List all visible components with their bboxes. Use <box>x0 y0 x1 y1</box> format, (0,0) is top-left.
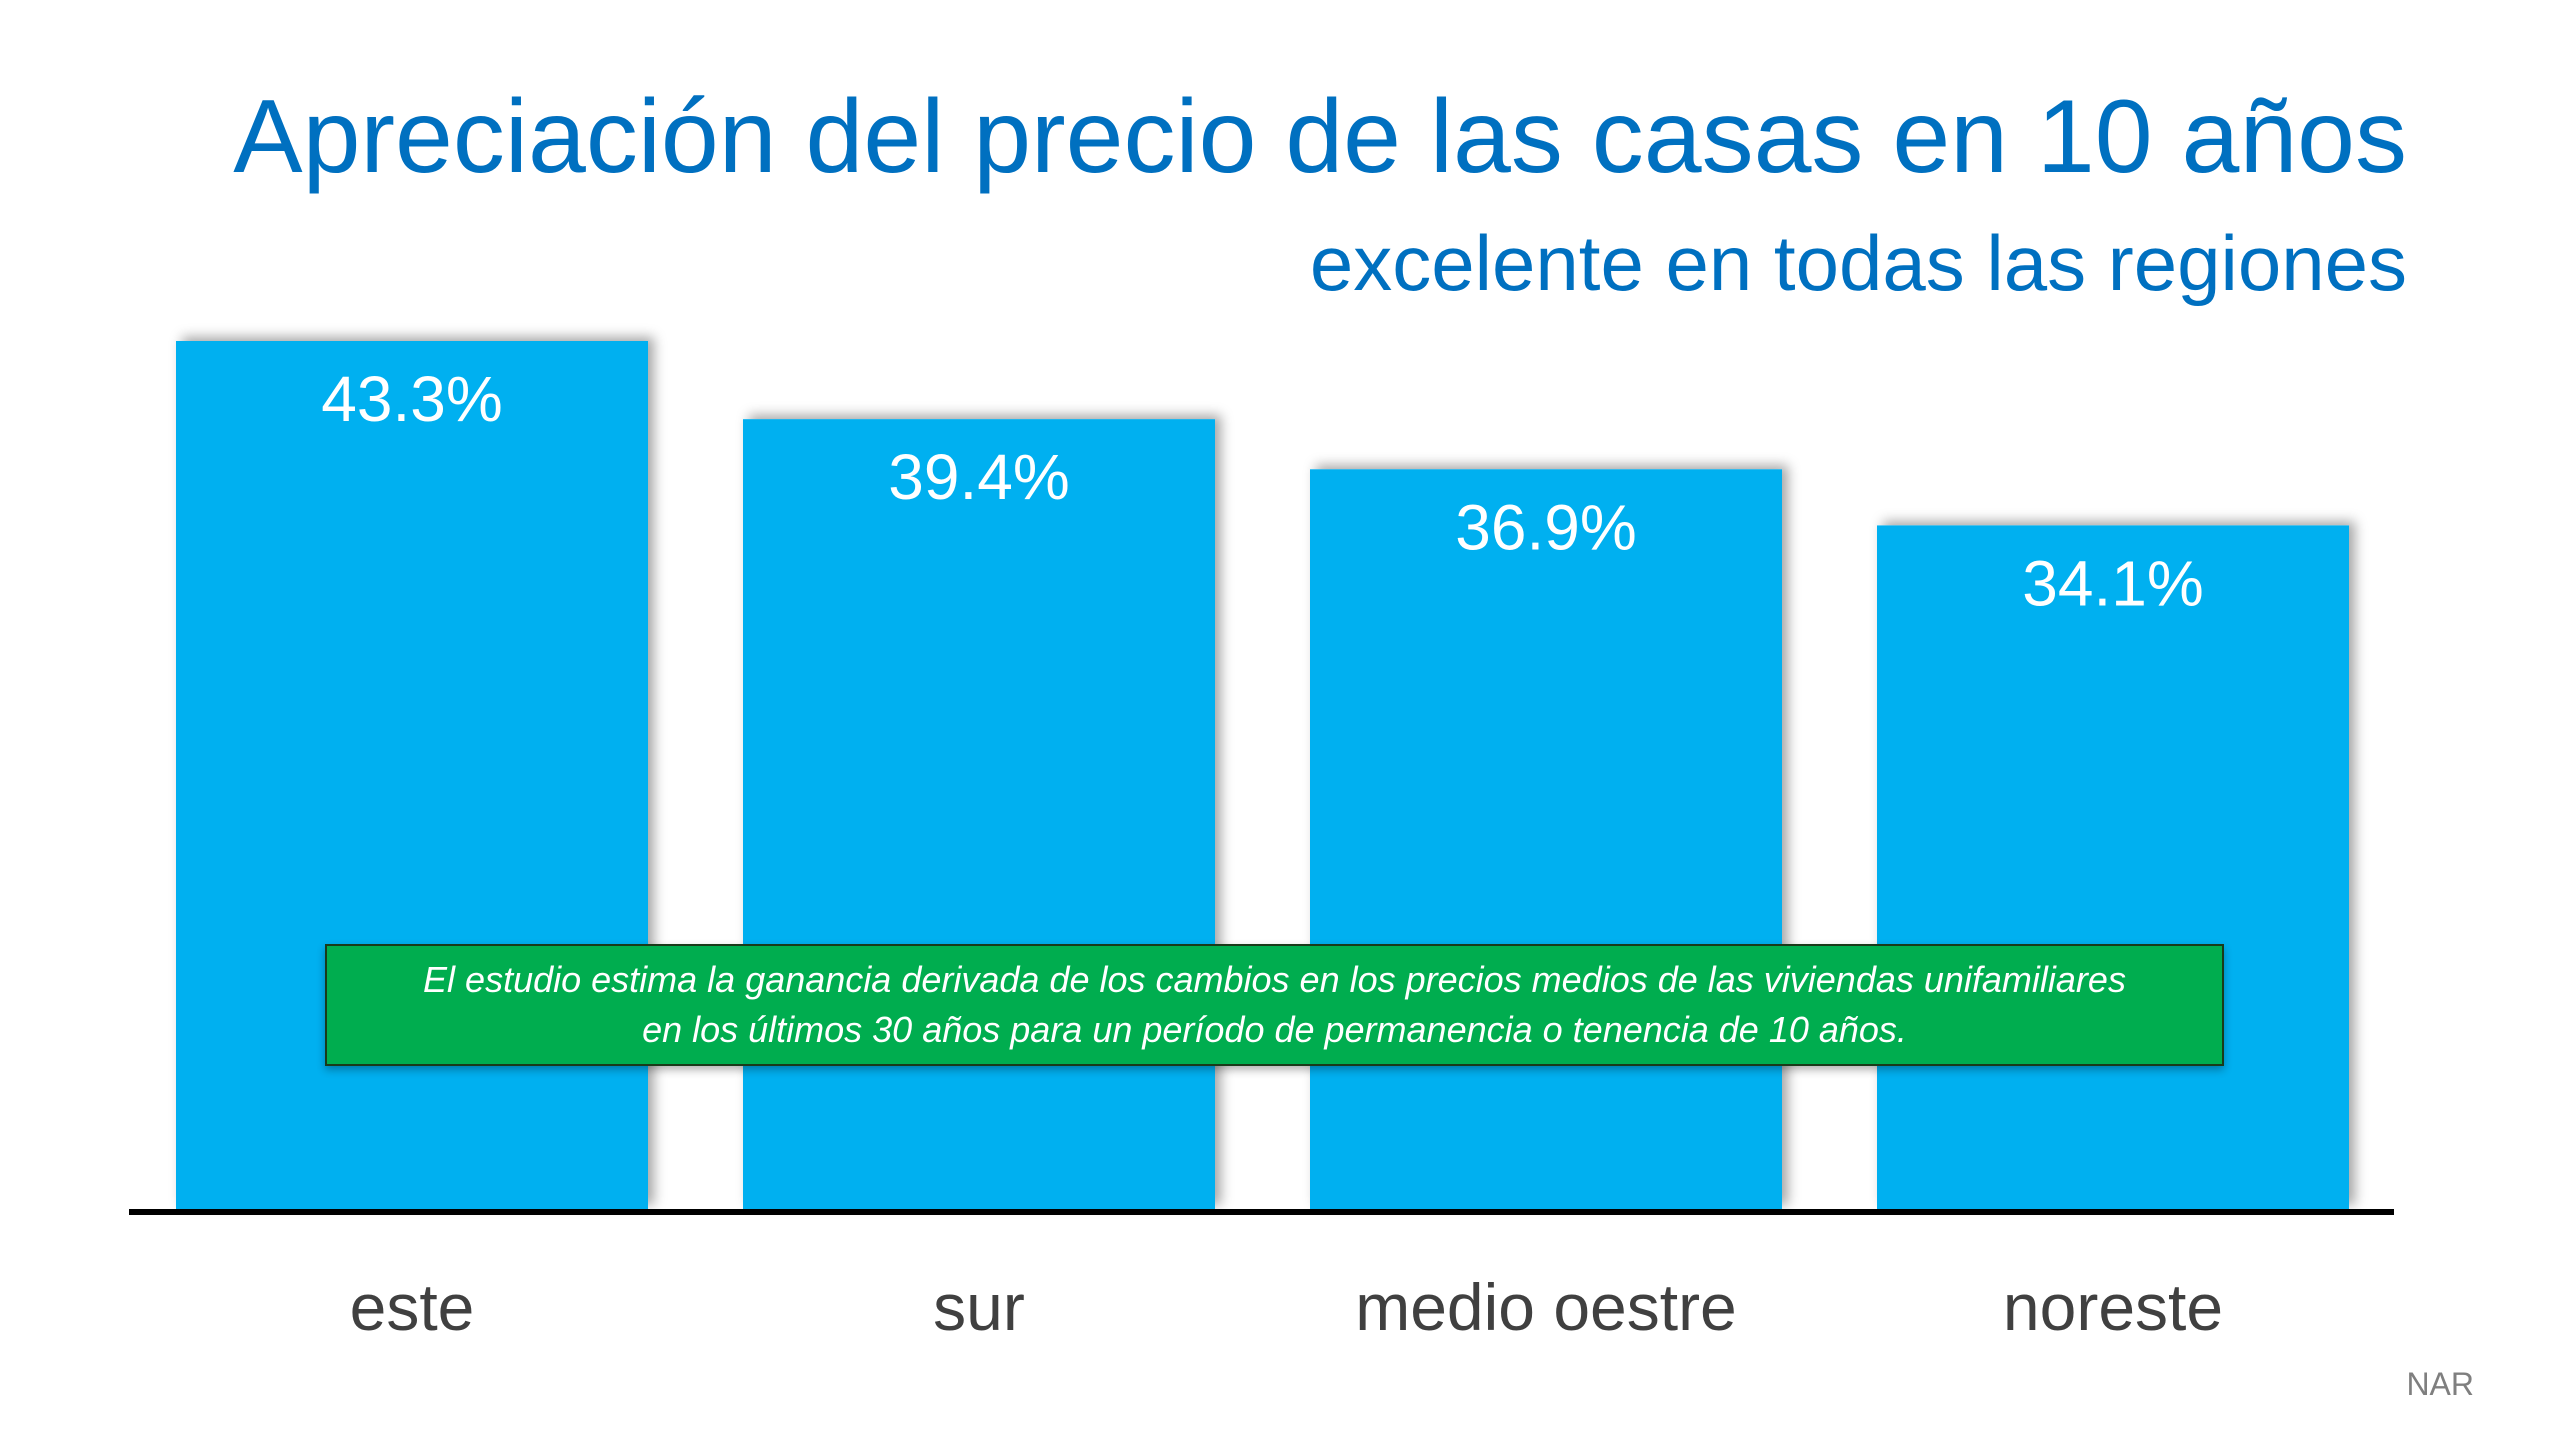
annotation-line-1: El estudio estima la ganancia derivada d… <box>423 959 2126 1000</box>
source-label: NAR <box>2406 1366 2474 1402</box>
category-label: noreste <box>2003 1270 2223 1344</box>
bar-noreste <box>1877 525 2349 1209</box>
data-label: 39.4% <box>888 441 1069 513</box>
chart-title: Apreciación del precio de las casas en 1… <box>233 79 2407 195</box>
bar-sur <box>743 419 1215 1209</box>
category-label: medio oestre <box>1355 1270 1737 1344</box>
data-label: 34.1% <box>2022 547 2203 619</box>
data-label: 43.3% <box>321 363 502 435</box>
bar-medio-oestre <box>1310 469 1782 1209</box>
annotation-line-2: en los últimos 30 años para un período d… <box>642 1009 1907 1050</box>
chart-subtitle: excelente en todas las regiones <box>1309 219 2407 307</box>
bar-este <box>176 341 648 1209</box>
category-label: sur <box>933 1270 1025 1344</box>
data-label: 36.9% <box>1455 491 1636 563</box>
annotation-box: El estudio estima la ganancia derivada d… <box>325 944 2224 1066</box>
category-label: este <box>350 1270 475 1344</box>
